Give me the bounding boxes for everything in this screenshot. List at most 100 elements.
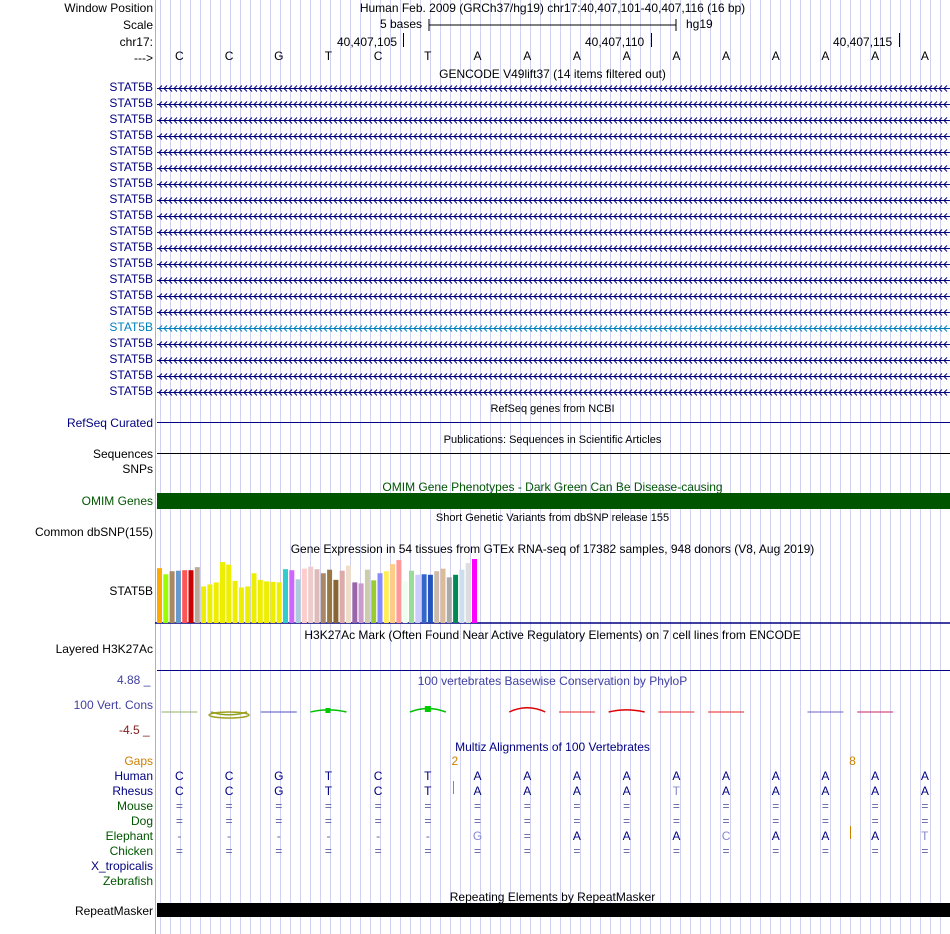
- strand-chevron: [558, 101, 563, 108]
- strand-chevron: [383, 341, 388, 348]
- aligned-base: =: [573, 844, 581, 858]
- gencode-item-label[interactable]: STAT5B: [109, 80, 153, 94]
- refseq-line[interactable]: [157, 422, 950, 423]
- gencode-item-label[interactable]: STAT5B: [109, 368, 153, 382]
- strand-chevron: [538, 389, 543, 396]
- gencode-item-label[interactable]: STAT5B: [109, 128, 153, 142]
- species-label[interactable]: Mouse: [116, 799, 153, 813]
- strand-chevron: [618, 373, 623, 380]
- strand-chevron: [293, 149, 298, 156]
- species-label[interactable]: Chicken: [109, 844, 153, 858]
- strand-chevron: [793, 101, 798, 108]
- strand-chevron: [238, 341, 243, 348]
- strand-chevron: [518, 85, 523, 92]
- strand-chevron: [608, 229, 613, 236]
- species-label[interactable]: Elephant: [105, 829, 153, 843]
- snps-label[interactable]: SNPs: [122, 462, 153, 476]
- scale-bar: [428, 19, 677, 31]
- gencode-item-label[interactable]: STAT5B: [109, 224, 153, 238]
- repeat-title[interactable]: Repeating Elements by RepeatMasker: [449, 890, 656, 904]
- strand-chevron: [283, 293, 288, 300]
- strand-chevron: [448, 309, 453, 316]
- strand-chevron: [208, 181, 213, 188]
- strand-chevron: [913, 325, 918, 332]
- gtex-bar-chart[interactable]: [155, 555, 950, 625]
- conservation-plot[interactable]: [155, 680, 950, 740]
- gencode-item-label[interactable]: STAT5B: [109, 320, 153, 334]
- pubs-title[interactable]: Publications: Sequences in Scientific Ar…: [443, 434, 662, 446]
- gencode-item-label[interactable]: STAT5B: [109, 336, 153, 350]
- strand-chevron: [198, 325, 203, 332]
- dbsnp-title[interactable]: Short Genetic Variants from dbSNP releas…: [435, 512, 670, 524]
- strand-chevron: [458, 213, 463, 220]
- strand-chevron: [373, 245, 378, 252]
- strand-chevron: [483, 229, 488, 236]
- strand-chevron: [228, 181, 233, 188]
- gencode-item-label[interactable]: STAT5B: [109, 208, 153, 222]
- strand-chevron: [628, 101, 633, 108]
- strand-chevron: [543, 149, 548, 156]
- refseq-title[interactable]: RefSeq genes from NCBI: [490, 403, 615, 415]
- omim-title[interactable]: OMIM Gene Phenotypes - Dark Green Can Be…: [382, 480, 723, 494]
- gencode-item-label[interactable]: STAT5B: [109, 176, 153, 190]
- species-label[interactable]: Dog: [130, 814, 153, 828]
- h3k27-title[interactable]: H3K27Ac Mark (Often Found Near Active Re…: [304, 628, 801, 642]
- strand-chevron: [483, 357, 488, 364]
- strand-chevron: [488, 117, 493, 124]
- species-label[interactable]: Rhesus: [112, 784, 153, 798]
- strand-chevron: [603, 389, 608, 396]
- strand-chevron: [298, 229, 303, 236]
- gencode-item-label[interactable]: STAT5B: [109, 96, 153, 110]
- strand-chevron: [788, 293, 793, 300]
- gencode-item-label[interactable]: STAT5B: [109, 160, 153, 174]
- conservation-marker: [424, 706, 431, 712]
- strand-chevron: [533, 85, 538, 92]
- h3k27-label[interactable]: Layered H3K27Ac: [55, 642, 153, 656]
- strand-chevron: [188, 165, 193, 172]
- gencode-item-label[interactable]: STAT5B: [109, 304, 153, 318]
- pubs-line[interactable]: [157, 453, 950, 454]
- strand-chevron: [328, 261, 333, 268]
- strand-chevron: [728, 149, 733, 156]
- sequences-label[interactable]: Sequences: [92, 447, 153, 461]
- gencode-item-label[interactable]: STAT5B: [109, 112, 153, 126]
- gencode-item-label[interactable]: STAT5B: [109, 352, 153, 366]
- strand-chevron: [413, 149, 418, 156]
- strand-chevron: [818, 261, 823, 268]
- strand-chevron: [598, 197, 603, 204]
- gencode-item-label[interactable]: STAT5B: [109, 144, 153, 158]
- gtex-title[interactable]: Gene Expression in 54 tissues from GTEx …: [290, 542, 815, 556]
- gencode-item-label[interactable]: STAT5B: [109, 384, 153, 398]
- gencode-item-label[interactable]: STAT5B: [109, 272, 153, 286]
- gencode-item-label[interactable]: STAT5B: [109, 256, 153, 270]
- cons-title[interactable]: 100 vertebrates Basewise Conservation by…: [417, 674, 688, 688]
- gencode-item-label[interactable]: STAT5B: [109, 192, 153, 206]
- species-label[interactable]: Zebrafish: [102, 874, 153, 888]
- gencode-title[interactable]: GENCODE V49lift37 (14 items filtered out…: [439, 67, 666, 81]
- gencode-item-label[interactable]: STAT5B: [109, 240, 153, 254]
- gencode-item-label[interactable]: STAT5B: [109, 288, 153, 302]
- repeat-feature[interactable]: [157, 903, 950, 917]
- gtex-label[interactable]: STAT5B: [109, 584, 153, 598]
- multiz-title[interactable]: Multiz Alignments of 100 Vertebrates: [455, 740, 650, 754]
- omim-label[interactable]: OMIM Genes: [81, 494, 153, 508]
- strand-chevron: [838, 133, 843, 140]
- strand-chevron: [663, 341, 668, 348]
- repeat-label[interactable]: RepeatMasker: [74, 904, 153, 918]
- cons-label[interactable]: 100 Vert. Cons: [73, 698, 153, 712]
- species-label[interactable]: X_tropicalis: [90, 859, 153, 873]
- strand-chevron: [848, 341, 853, 348]
- dbsnp-label[interactable]: Common dbSNP(155): [34, 525, 153, 539]
- species-label[interactable]: Human: [114, 769, 153, 783]
- omim-feature[interactable]: [157, 493, 950, 509]
- strand-chevron: [768, 149, 773, 156]
- gencode-gene-lines[interactable]: [155, 80, 950, 400]
- gaps-label[interactable]: Gaps: [124, 754, 153, 768]
- strand-chevron: [928, 309, 933, 316]
- strand-chevron: [228, 341, 233, 348]
- strand-chevron: [908, 229, 913, 236]
- strand-chevron: [453, 133, 458, 140]
- strand-chevron: [513, 325, 518, 332]
- refseq-label[interactable]: RefSeq Curated: [66, 416, 153, 430]
